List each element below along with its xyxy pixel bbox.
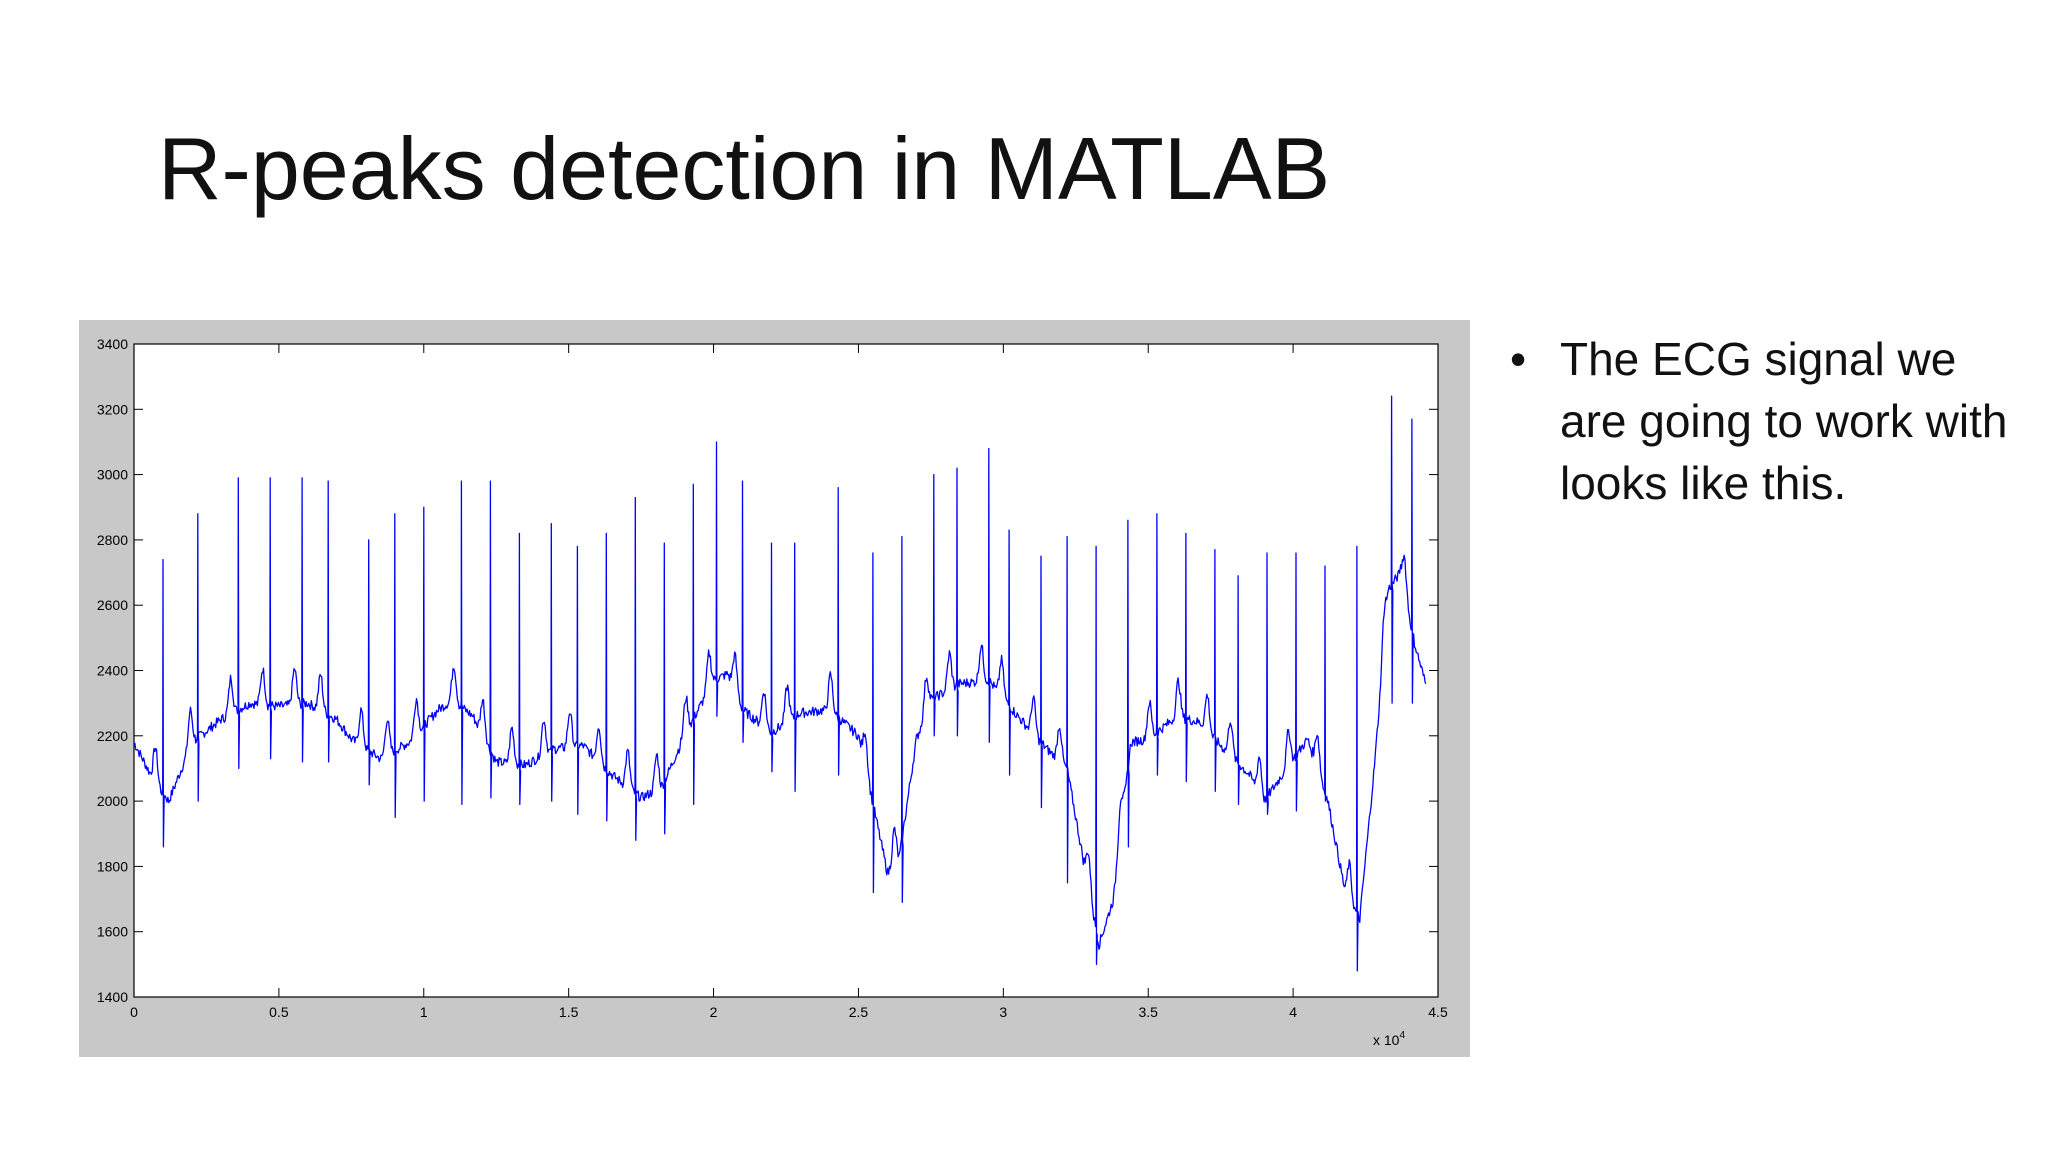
x-tick-label: 1 bbox=[420, 1004, 428, 1020]
bullet-dot-icon: • bbox=[1510, 333, 1527, 385]
x-tick-label: 4 bbox=[1289, 1004, 1297, 1020]
ecg-signal-line bbox=[133, 395, 1427, 972]
bullet-text: The ECG signal we are going to work with… bbox=[1560, 333, 2008, 509]
y-tick-label: 1600 bbox=[97, 924, 128, 940]
x-exponent-base: x 10 bbox=[1373, 1032, 1400, 1048]
y-tick-label: 2800 bbox=[97, 532, 128, 548]
y-tick-label: 3400 bbox=[97, 336, 128, 352]
x-tick-label: 1.5 bbox=[559, 1004, 579, 1020]
x-tick-label: 0.5 bbox=[269, 1004, 289, 1020]
y-tick-label: 3000 bbox=[97, 467, 128, 483]
y-tick-label: 2600 bbox=[97, 597, 128, 613]
x-tick-label: 0 bbox=[130, 1004, 138, 1020]
x-tick-label: 3.5 bbox=[1138, 1004, 1158, 1020]
x-exponent-label: x 104 bbox=[1373, 1030, 1405, 1048]
x-tick-label: 3 bbox=[999, 1004, 1007, 1020]
y-tick-label: 2000 bbox=[97, 793, 128, 809]
x-tick-label: 2.5 bbox=[849, 1004, 869, 1020]
y-tick-label: 1400 bbox=[97, 989, 128, 1005]
x-tick-label: 2 bbox=[710, 1004, 718, 1020]
y-tick-label: 3200 bbox=[97, 401, 128, 417]
y-tick-label: 2400 bbox=[97, 663, 128, 679]
slide-title: R-peaks detection in MATLAB bbox=[158, 119, 1331, 218]
y-tick-label: 2200 bbox=[97, 728, 128, 744]
bullet-list: • The ECG signal we are going to work wi… bbox=[1510, 328, 2030, 514]
ecg-chart: 0 0.5 1 1.5 2 2.5 3 3.5 4 4.5 1400 1600 1800 2000 2200… bbox=[97, 336, 1448, 1048]
bullet-item: • The ECG signal we are going to work wi… bbox=[1510, 328, 2030, 514]
x-tick-label: 4.5 bbox=[1428, 1004, 1448, 1020]
x-exponent-power: 4 bbox=[1399, 1030, 1405, 1041]
plot-area bbox=[133, 343, 1439, 998]
matlab-figure: 0 0.5 1 1.5 2 2.5 3 3.5 4 4.5 1400 1600 1800 2000 2200… bbox=[79, 320, 1470, 1057]
y-tick-label: 1800 bbox=[97, 858, 128, 874]
